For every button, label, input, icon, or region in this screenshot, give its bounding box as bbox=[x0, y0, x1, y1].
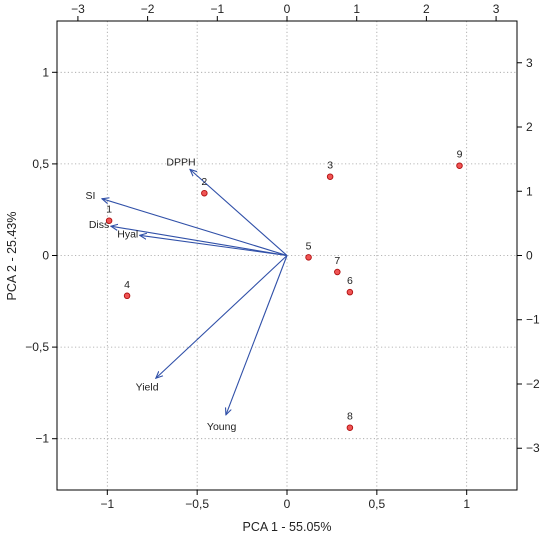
y-tick-label: −0,5 bbox=[25, 340, 49, 354]
sample-point-label: 2 bbox=[201, 176, 207, 188]
sample-point bbox=[105, 217, 113, 224]
sample-point bbox=[456, 162, 463, 169]
loading-arrow bbox=[226, 255, 288, 415]
sample-point-label: 5 bbox=[306, 240, 312, 252]
loading-arrow bbox=[111, 226, 288, 257]
sample-point bbox=[305, 254, 312, 261]
loading-label: Diss bbox=[89, 219, 109, 231]
y-tick-label: 0,5 bbox=[32, 157, 49, 171]
sample-point-label: 7 bbox=[334, 255, 340, 267]
loading-label: DPPH bbox=[166, 156, 195, 168]
sample-point bbox=[123, 292, 131, 300]
sample-points: 1 2 3 4 5 67 8 9 bbox=[105, 149, 463, 431]
y-axis-title: PCA 2 - 25.43% bbox=[5, 212, 19, 301]
top-tick-label: −2 bbox=[141, 2, 155, 16]
sample-point bbox=[326, 173, 334, 180]
x-tick-label: 1 bbox=[463, 497, 470, 511]
loading-arrow bbox=[190, 169, 288, 256]
loading-arrow bbox=[102, 199, 288, 257]
sample-point-label: 8 bbox=[347, 411, 353, 423]
sample-point-label: 6 bbox=[347, 275, 353, 287]
loading-arrow bbox=[140, 235, 288, 257]
right-tick-label: 3 bbox=[526, 56, 533, 70]
right-tick-label: −1 bbox=[526, 313, 540, 327]
sample-point bbox=[334, 268, 341, 276]
x-tick-label: −1 bbox=[100, 497, 114, 511]
sample-point-label: 4 bbox=[124, 279, 130, 291]
top-tick-label: 0 bbox=[284, 2, 291, 16]
right-tick-label: −2 bbox=[526, 377, 540, 391]
loading-label: SI bbox=[85, 190, 95, 202]
loading-label: Young bbox=[207, 421, 237, 433]
right-tick-label: 2 bbox=[526, 120, 533, 134]
plot-frame bbox=[56, 20, 518, 491]
x-tick-label: 0,5 bbox=[369, 497, 386, 511]
top-tick-label: −1 bbox=[210, 2, 224, 16]
loading-label: Hyal bbox=[117, 229, 138, 241]
sample-point bbox=[346, 288, 354, 296]
x-axis-title: PCA 1 - 55.05% bbox=[243, 520, 332, 534]
top-tick-label: 3 bbox=[493, 2, 500, 16]
y-tick-label: 1 bbox=[42, 65, 49, 79]
sample-point-label: 9 bbox=[457, 149, 463, 161]
sample-point bbox=[201, 189, 208, 197]
sample-point-label: 1 bbox=[106, 204, 112, 216]
y-tick-label: 0 bbox=[42, 249, 49, 263]
sample-point-label: 3 bbox=[327, 160, 333, 172]
loading-arrow bbox=[156, 255, 288, 379]
top-tick-label: −3 bbox=[71, 2, 85, 16]
top-tick-label: 2 bbox=[423, 2, 430, 16]
top-tick-label: 1 bbox=[353, 2, 360, 16]
loading-label: Yield bbox=[136, 381, 159, 393]
y-tick-label: −1 bbox=[35, 432, 49, 446]
axis-ticks: −1 −0,5 0 0,5 1 −1 −0,5 0 0,5 1 −3 −2 −1 0 1 2 3 −3 −2 −1 0 1… bbox=[25, 2, 540, 511]
sample-point bbox=[346, 424, 354, 431]
x-tick-label: 0 bbox=[284, 497, 291, 511]
right-tick-label: 0 bbox=[526, 249, 533, 263]
right-tick-label: −3 bbox=[526, 441, 540, 455]
x-tick-label: −0,5 bbox=[185, 497, 209, 511]
right-tick-label: 1 bbox=[526, 184, 533, 198]
loading-vectors: DPPH SI Diss Hyal Yield Young bbox=[85, 156, 288, 433]
